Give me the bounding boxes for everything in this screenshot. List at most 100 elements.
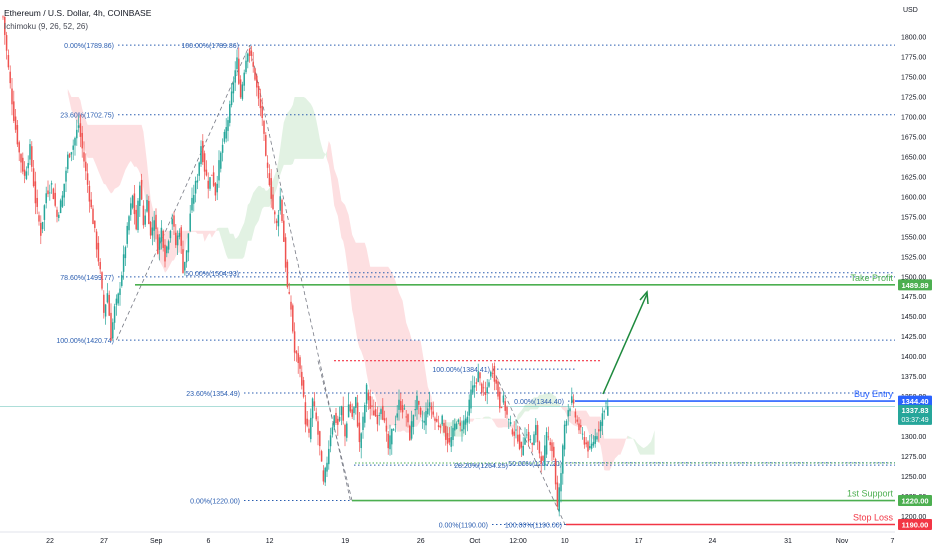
candle-body bbox=[182, 249, 184, 273]
candle-body bbox=[117, 293, 119, 304]
candle-body bbox=[383, 418, 386, 421]
candle-body bbox=[284, 237, 287, 268]
candle-body bbox=[328, 448, 330, 465]
candle-body bbox=[355, 397, 357, 408]
candle-body bbox=[20, 154, 22, 163]
cloud-segment bbox=[492, 418, 516, 429]
candle-body bbox=[405, 416, 407, 418]
price-tick: 1800.00 bbox=[901, 35, 926, 42]
candle-body bbox=[565, 420, 568, 426]
candle-body bbox=[527, 431, 530, 442]
candle-body bbox=[191, 197, 193, 211]
candle-body bbox=[466, 416, 469, 423]
candle-body bbox=[99, 262, 101, 270]
candle-body bbox=[272, 194, 274, 210]
candle-body bbox=[320, 451, 323, 462]
price-tick: 1300.00 bbox=[901, 434, 926, 441]
candle-body bbox=[115, 298, 118, 306]
candle-body bbox=[70, 152, 73, 155]
candle-body bbox=[52, 188, 55, 199]
candle-body bbox=[157, 234, 159, 254]
candle-body bbox=[95, 231, 98, 250]
candle-body bbox=[596, 436, 598, 440]
price-tick: 1375.00 bbox=[901, 374, 926, 381]
price-tick: 1625.00 bbox=[901, 174, 926, 181]
candle-body bbox=[302, 380, 305, 397]
candle-body bbox=[556, 482, 559, 507]
candle-body bbox=[342, 406, 344, 421]
candle-body bbox=[18, 142, 20, 153]
candle-body bbox=[376, 415, 379, 425]
candle-body bbox=[587, 441, 589, 452]
candle-body bbox=[495, 379, 497, 384]
candle-body bbox=[423, 420, 425, 423]
candle-body bbox=[432, 411, 434, 415]
candle-body bbox=[203, 153, 206, 172]
candle-body bbox=[86, 173, 89, 185]
candle-body bbox=[61, 195, 64, 207]
candle-body bbox=[295, 351, 298, 354]
candle-body bbox=[234, 70, 236, 83]
candle-body bbox=[275, 220, 278, 224]
candle-body bbox=[515, 429, 517, 431]
candle-body bbox=[304, 402, 307, 425]
price-tick: 1575.00 bbox=[901, 214, 926, 221]
candle-body bbox=[351, 409, 353, 417]
candle-body bbox=[277, 214, 280, 227]
candle-body bbox=[331, 427, 334, 435]
candle-body bbox=[583, 437, 586, 445]
candle-body bbox=[513, 431, 515, 436]
candle-body bbox=[108, 294, 110, 316]
candle-body bbox=[317, 421, 319, 435]
candle-body bbox=[479, 372, 481, 379]
candle-body bbox=[83, 152, 85, 162]
candle-body bbox=[101, 272, 103, 289]
candle-body bbox=[13, 101, 15, 121]
fibonacci-levels: 0.00%(1789.86) 23.60%(1702.75) 78.60%(1499… bbox=[56, 43, 895, 529]
candle-body bbox=[229, 104, 231, 123]
candle-body bbox=[144, 215, 146, 225]
candle-body bbox=[428, 402, 431, 408]
candle-body bbox=[508, 419, 510, 420]
candle-body bbox=[558, 487, 560, 512]
time-tick: 12:00 bbox=[509, 538, 527, 545]
fib-label: 28.20%(1264.25) bbox=[454, 463, 508, 470]
candle-body bbox=[414, 409, 416, 411]
candle-body bbox=[56, 209, 58, 217]
candle-body bbox=[590, 443, 593, 449]
candle-body bbox=[382, 405, 384, 420]
fib-diagonal bbox=[116, 44, 250, 341]
trade-levels: Take Profit Buy Entry 1st Support Stop Loss bbox=[0, 273, 895, 526]
candle-body bbox=[335, 412, 337, 424]
candle-body bbox=[493, 366, 496, 382]
candle-body bbox=[149, 222, 152, 236]
candle-body bbox=[2, 16, 4, 18]
candle-body bbox=[459, 422, 461, 426]
candle-body bbox=[301, 371, 303, 386]
candle-body bbox=[326, 462, 328, 472]
price-tick: 1500.00 bbox=[901, 274, 926, 281]
candle-body bbox=[97, 242, 100, 262]
candle-body bbox=[452, 427, 454, 440]
candle-body bbox=[338, 416, 341, 421]
time-tick: 12 bbox=[266, 538, 274, 545]
candle-body bbox=[457, 419, 460, 422]
candle-body bbox=[517, 434, 519, 442]
candle-body bbox=[146, 199, 148, 212]
candle-body bbox=[176, 235, 179, 246]
candle-body bbox=[112, 322, 114, 339]
candle-body bbox=[164, 244, 166, 262]
candle-body bbox=[346, 423, 348, 438]
price-tick: 1725.00 bbox=[901, 94, 926, 101]
ichimoku-cloud bbox=[67, 88, 655, 471]
candle-body bbox=[77, 125, 80, 128]
candle-body bbox=[412, 414, 415, 427]
candle-body bbox=[47, 190, 49, 195]
candle-body bbox=[207, 180, 209, 189]
candle-body bbox=[488, 382, 490, 387]
candle-body bbox=[463, 420, 465, 430]
candle-body bbox=[574, 411, 577, 418]
candle-body bbox=[236, 57, 238, 69]
